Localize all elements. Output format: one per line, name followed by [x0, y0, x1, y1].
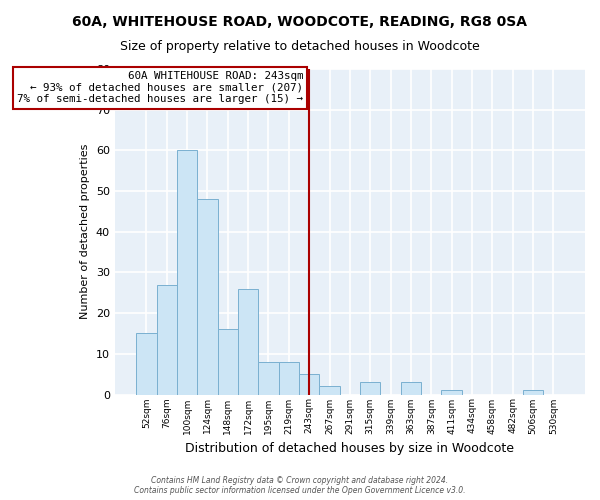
Bar — [197, 199, 218, 394]
Bar — [136, 334, 157, 394]
Y-axis label: Number of detached properties: Number of detached properties — [80, 144, 90, 320]
Bar — [259, 362, 278, 394]
Bar — [299, 374, 319, 394]
Bar — [401, 382, 421, 394]
Bar — [278, 362, 299, 394]
Bar — [177, 150, 197, 394]
Bar — [523, 390, 543, 394]
Bar — [157, 284, 177, 395]
Bar — [238, 288, 259, 395]
Bar — [218, 330, 238, 394]
Bar — [360, 382, 380, 394]
Text: 60A, WHITEHOUSE ROAD, WOODCOTE, READING, RG8 0SA: 60A, WHITEHOUSE ROAD, WOODCOTE, READING,… — [73, 15, 527, 29]
Text: 60A WHITEHOUSE ROAD: 243sqm
← 93% of detached houses are smaller (207)
7% of sem: 60A WHITEHOUSE ROAD: 243sqm ← 93% of det… — [17, 71, 303, 104]
X-axis label: Distribution of detached houses by size in Woodcote: Distribution of detached houses by size … — [185, 442, 514, 455]
Bar — [319, 386, 340, 394]
Text: Size of property relative to detached houses in Woodcote: Size of property relative to detached ho… — [120, 40, 480, 53]
Text: Contains HM Land Registry data © Crown copyright and database right 2024.
Contai: Contains HM Land Registry data © Crown c… — [134, 476, 466, 495]
Bar — [442, 390, 462, 394]
